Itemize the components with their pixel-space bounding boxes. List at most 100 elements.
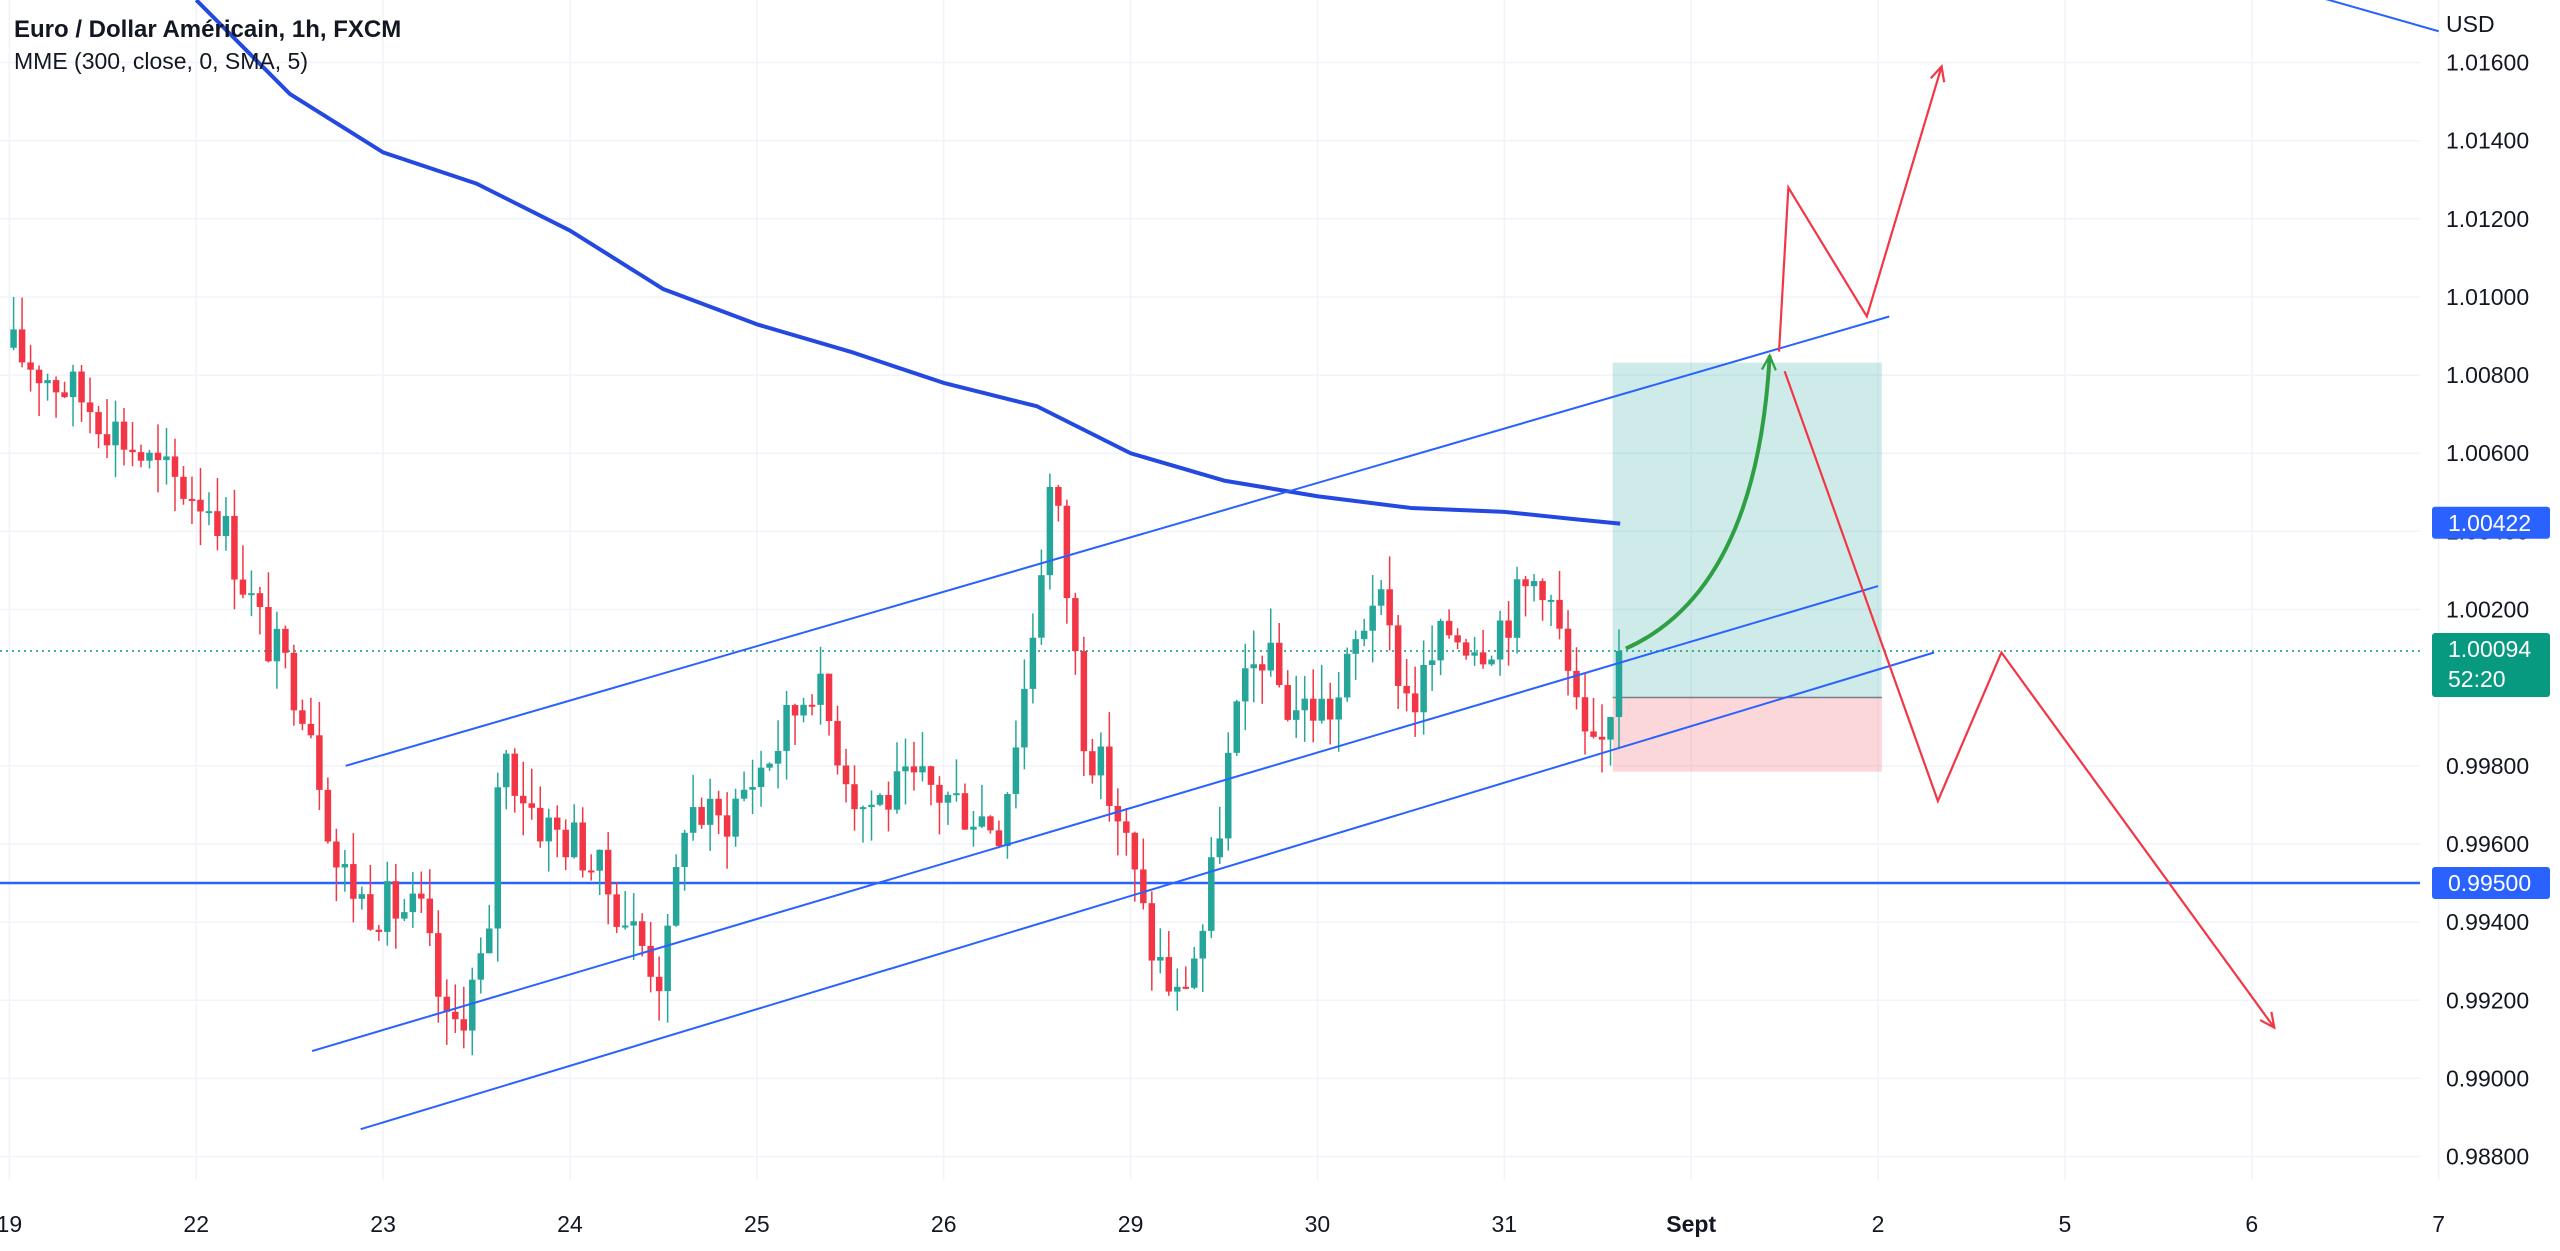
trendline[interactable] (311, 585, 1879, 1053)
projection-arrowhead (2259, 1011, 2276, 1030)
candle-body (1581, 697, 1589, 732)
price-tag-bg (2432, 506, 2550, 539)
trendline[interactable] (360, 651, 1935, 1131)
time-tick-label[interactable]: 5 (2059, 1211, 2072, 1237)
trendlines[interactable] (311, 0, 2439, 1131)
trendline[interactable] (345, 315, 1890, 767)
candle-body (1140, 869, 1147, 904)
candle-body (214, 511, 221, 537)
candle-body (477, 953, 485, 980)
candle-body (902, 766, 909, 772)
candle-body (519, 795, 527, 804)
price-tick-label[interactable]: 0.99800 (2446, 753, 2529, 779)
candle-body (1326, 698, 1334, 720)
time-tick-label[interactable]: 24 (557, 1211, 583, 1237)
time-tick-label[interactable]: Sept (1666, 1211, 1716, 1237)
support-line[interactable] (0, 650, 2420, 885)
trendline[interactable] (2233, 0, 2439, 33)
time-tick-label[interactable]: 25 (744, 1211, 770, 1237)
price-tick-label[interactable]: 1.01000 (2446, 284, 2529, 310)
candle-body (341, 864, 349, 868)
candle-body (927, 766, 935, 785)
candle-body (1564, 628, 1572, 671)
price-tick-label[interactable]: 1.01200 (2446, 206, 2529, 232)
price-tick-label[interactable]: 0.99200 (2446, 987, 2529, 1013)
candle-body (1191, 958, 1198, 988)
indicator-label[interactable]: MME (300, close, 0, SMA, 5) (14, 48, 308, 75)
candle-body (1106, 746, 1113, 806)
moving-average (194, 0, 1621, 526)
candle-body (78, 371, 85, 403)
price-tick-label[interactable]: 1.01600 (2446, 50, 2529, 76)
projection-path[interactable] (1777, 66, 1943, 352)
candle-body (1250, 664, 1257, 669)
candle-body (35, 369, 43, 384)
candle-body (1038, 575, 1045, 638)
price-tick-label[interactable]: 1.01400 (2446, 128, 2529, 154)
candle-body (1573, 670, 1580, 698)
candle-body (1547, 599, 1555, 602)
candle-body (401, 912, 408, 919)
price-tick-label[interactable]: 0.99400 (2446, 909, 2529, 935)
candle-body (545, 817, 552, 842)
candle-body (1284, 685, 1291, 720)
candle-body (1411, 693, 1419, 713)
time-tick-label[interactable]: 30 (1305, 1211, 1331, 1237)
candle-body (367, 894, 374, 930)
curved-arrow[interactable] (1624, 355, 1772, 651)
time-tick-label[interactable]: 26 (931, 1211, 957, 1237)
candle-body (18, 329, 26, 363)
instrument-title[interactable]: Euro / Dollar Américain, 1h, FXCM (14, 16, 402, 43)
candle-body (171, 456, 179, 477)
time-tick-label[interactable]: 7 (2432, 1211, 2445, 1237)
candle-body (1004, 793, 1011, 847)
candle-body (1386, 589, 1393, 626)
candle-body (129, 449, 136, 453)
candle-body (146, 452, 153, 461)
candle-body (282, 628, 289, 653)
candle-body (409, 893, 417, 913)
time-tick-label[interactable]: 2 (1872, 1211, 1885, 1237)
candle-body (1267, 642, 1274, 671)
candle-body (562, 829, 569, 858)
candle-body (842, 765, 850, 785)
price-tick-label[interactable]: 0.99600 (2446, 831, 2529, 857)
candle-body (1377, 589, 1385, 606)
time-tick-label[interactable]: 22 (183, 1211, 209, 1237)
candle-body (1063, 505, 1071, 599)
time-tick-label[interactable]: 19 (0, 1211, 22, 1237)
projection-path[interactable] (1783, 370, 2276, 1029)
price-tick-label[interactable]: 1.00600 (2446, 440, 2529, 466)
candle-body (1590, 731, 1597, 737)
candle-body (766, 763, 773, 768)
candle-body (1513, 579, 1521, 638)
candle-body (197, 499, 204, 512)
candle-body (205, 511, 213, 514)
price-tick-label[interactable]: 0.99000 (2446, 1065, 2529, 1091)
time-tick-label[interactable]: 29 (1118, 1211, 1144, 1237)
price-tick-label[interactable]: 1.00200 (2446, 597, 2529, 623)
candle-body (1335, 697, 1342, 720)
time-tick-label[interactable]: 23 (370, 1211, 396, 1237)
position-tool[interactable] (1612, 362, 1882, 772)
price-axis[interactable]: 1.01600 1.01400 1.01200 1.01000 1.00800 1.006… (2446, 50, 2529, 1170)
projection-paths[interactable] (1624, 64, 2276, 1030)
candle-body (689, 807, 697, 833)
candle-body (936, 784, 943, 803)
price-tag-countdown: 52:20 (2448, 666, 2506, 692)
candle-body (1208, 857, 1215, 931)
time-tick-label[interactable]: 6 (2245, 1211, 2258, 1237)
time-tick-label[interactable]: 31 (1492, 1211, 1518, 1237)
candle-body (587, 870, 595, 873)
candle-body (1123, 821, 1130, 833)
price-tick-label[interactable]: 0.98800 (2446, 1144, 2529, 1170)
candle-body (783, 705, 790, 751)
candle-body (1242, 668, 1249, 702)
time-axis[interactable]: 19 22 23 24 25 26 29 30 31 Sept 2 5 6 7 (0, 1211, 2445, 1237)
price-tick-label[interactable]: 1.00800 (2446, 362, 2529, 388)
candle-body (112, 421, 119, 446)
target-zone[interactable] (1612, 362, 1882, 698)
candle-body (1360, 630, 1368, 640)
candle-body (774, 750, 782, 764)
